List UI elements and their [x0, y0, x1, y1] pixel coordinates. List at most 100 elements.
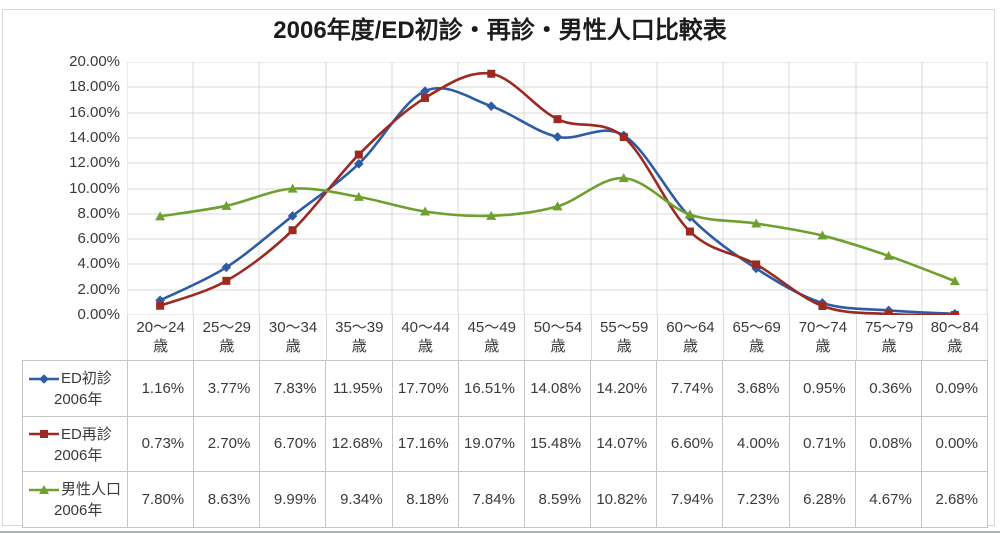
y-tick-label: 6.00%	[77, 230, 120, 248]
table-value-cell: 15.48%	[524, 416, 592, 473]
table-value-cell: 3.77%	[194, 361, 261, 417]
y-tick-label: 8.00%	[77, 204, 120, 222]
x-category-label: 70〜74 歳	[789, 315, 855, 360]
square-marker	[487, 69, 496, 78]
table-value-cell: 14.20%	[591, 361, 658, 417]
diamond-marker	[420, 86, 430, 96]
square-marker	[354, 150, 363, 159]
table-value-cell: 7.94%	[657, 472, 724, 528]
x-category-label: 45〜49 歳	[458, 315, 524, 360]
y-tick-label: 12.00%	[69, 154, 120, 172]
triangle-marker	[287, 183, 298, 193]
table-value-cell: 14.08%	[524, 361, 592, 417]
table-value-cell: 2.68%	[921, 472, 988, 528]
triangle-marker	[420, 206, 431, 216]
diamond-marker	[552, 132, 563, 142]
square-marker	[553, 115, 562, 124]
triangle-legend-key-icon	[29, 484, 59, 494]
triangle-marker	[883, 250, 894, 260]
y-tick-label: 4.00%	[77, 255, 120, 273]
table-value-cell: 8.18%	[392, 472, 459, 528]
table-value-cell: 14.07%	[591, 416, 658, 473]
square-marker	[619, 133, 628, 142]
table-value-cell: 7.80%	[128, 472, 195, 528]
triangle-marker	[486, 210, 497, 220]
triangle-marker	[618, 173, 629, 183]
square-marker	[288, 226, 297, 235]
table-value-cell: 1.16%	[128, 361, 195, 417]
y-tick-label: 20.00%	[69, 53, 120, 70]
x-category-label: 65〜69 歳	[723, 315, 789, 360]
square-marker	[156, 301, 165, 310]
series-line-男性人口	[158, 176, 957, 283]
square-marker	[950, 311, 959, 315]
x-category-label: 40〜44 歳	[391, 315, 458, 360]
table-value-cell: 0.95%	[789, 361, 856, 417]
table-value-cell: 12.68%	[326, 416, 393, 473]
bottom-divider	[0, 531, 1000, 533]
square-marker	[752, 260, 761, 269]
y-tick-label: 16.00%	[69, 103, 120, 121]
table-value-cell: 0.36%	[855, 361, 922, 417]
diamond-legend-key-icon	[29, 373, 59, 384]
table-value-cell: 9.34%	[326, 472, 393, 528]
square-marker	[40, 430, 48, 439]
y-tick-label: 0.00%	[77, 306, 120, 323]
table-value-cell: 6.70%	[260, 416, 327, 473]
table-value-cell: 8.59%	[524, 472, 592, 528]
square-marker	[222, 276, 231, 285]
table-value-cell: 4.00%	[723, 416, 790, 473]
x-axis-labels: 20〜24 歳 25〜29 歳 30〜34 歳 35〜39 歳 40〜44 歳 45〜49 歳 50〜5…	[127, 315, 988, 360]
data-table: ED初診 2006年 1.16% 3.77% 7.83% 11.95% 17.70% 16.5…	[22, 360, 988, 528]
triangle-marker	[684, 209, 695, 219]
table-value-cell: 4.67%	[855, 472, 922, 528]
square-marker	[685, 227, 694, 236]
table-value-cell: 0.73%	[128, 416, 195, 473]
table-value-cell: 6.60%	[657, 416, 724, 473]
diamond-marker	[39, 373, 49, 384]
table-value-cell: 17.16%	[392, 416, 459, 473]
square-legend-key-icon	[29, 430, 59, 439]
diamond-marker	[155, 295, 165, 306]
triangle-marker	[39, 484, 49, 494]
table-value-cell: 0.00%	[921, 416, 988, 473]
x-category-label: 60〜64 歳	[656, 315, 723, 360]
x-category-label: 35〜39 歳	[325, 315, 392, 360]
legend-cell-ED再診: ED再診 2006年	[23, 416, 128, 473]
x-category-label: 30〜34 歳	[259, 315, 325, 360]
table-value-cell: 11.95%	[326, 361, 393, 417]
legend-series-name: ED初診	[61, 370, 112, 387]
triangle-marker	[751, 218, 762, 228]
triangle-marker	[155, 211, 166, 221]
table-value-cell: 0.08%	[855, 416, 922, 473]
x-category-label: 80〜84 歳	[921, 315, 988, 360]
y-tick-label: 10.00%	[69, 179, 120, 197]
table-value-cell: 7.84%	[458, 472, 525, 528]
table-value-cell: 7.83%	[260, 361, 327, 417]
x-category-label: 50〜54 歳	[524, 315, 590, 360]
table-value-cell: 0.09%	[921, 361, 988, 417]
diamond-marker	[287, 211, 298, 221]
table-value-cell: 19.07%	[458, 416, 525, 473]
table-value-cell: 7.74%	[657, 361, 724, 417]
table-value-cell: 16.51%	[458, 361, 525, 417]
triangle-marker	[949, 276, 960, 286]
x-category-label: 20〜24 歳	[127, 315, 193, 360]
square-marker	[421, 93, 430, 102]
y-tick-label: 18.00%	[69, 78, 120, 96]
diamond-marker	[486, 101, 497, 111]
legend-series-name: 男性人口	[61, 481, 122, 499]
table-value-cell: 6.28%	[789, 472, 856, 528]
y-tick-label: 2.00%	[77, 280, 120, 298]
table-value-cell: 10.82%	[591, 472, 658, 528]
table-value-cell: 17.70%	[392, 361, 459, 417]
table-value-cell: 3.68%	[723, 361, 790, 417]
y-tick-label: 14.00%	[69, 128, 120, 146]
square-marker	[884, 309, 893, 315]
triangle-marker	[817, 230, 828, 240]
legend-cell-男性人口: 男性人口 2006年	[23, 472, 128, 528]
x-category-label: 25〜29 歳	[193, 315, 259, 360]
x-category-label: 75〜79 歳	[855, 315, 922, 360]
triangle-marker	[552, 201, 563, 211]
